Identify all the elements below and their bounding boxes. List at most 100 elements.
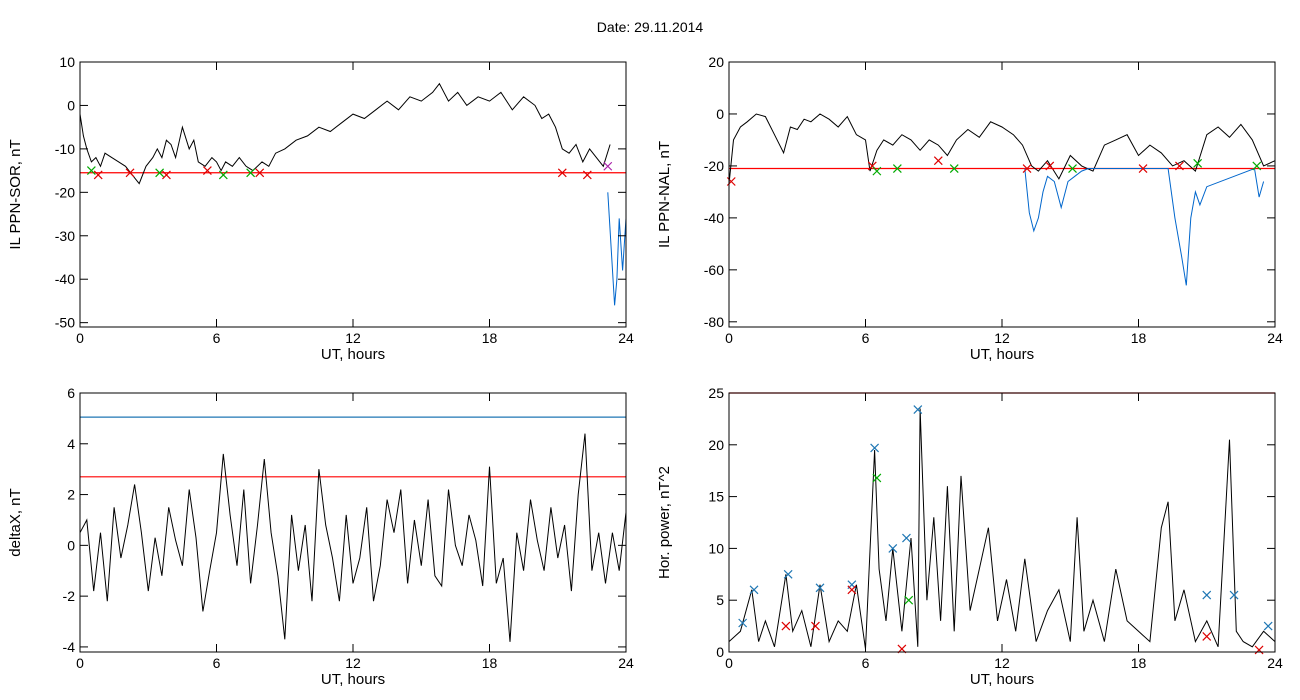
x-axis-label: UT, hours <box>970 346 1034 363</box>
data-marker <box>892 164 902 173</box>
data-marker <box>125 168 135 178</box>
data-marker <box>1175 161 1184 171</box>
y-tick-label: 0 <box>716 106 724 122</box>
x-tick-label: 0 <box>725 330 733 346</box>
plot-frame <box>79 392 627 653</box>
y-tick-label: 4 <box>67 436 75 452</box>
x-tick-label: 18 <box>482 330 498 346</box>
series-line-1 <box>728 408 1276 649</box>
data-marker <box>155 168 165 178</box>
x-tick-label: 12 <box>345 330 361 346</box>
data-marker <box>86 166 96 176</box>
plot-panel-3: 0 6 12 18 24 6 4 2 0 -2 -4 UT, hours deltaX, nT <box>7 385 634 688</box>
data-marker <box>749 585 759 595</box>
data-marker <box>904 595 914 605</box>
x-tick-label: 18 <box>1131 655 1147 671</box>
x-tick-label: 6 <box>213 655 221 671</box>
data-marker <box>246 168 256 178</box>
data-marker <box>1202 632 1212 641</box>
x-axis-label: UT, hours <box>321 346 385 363</box>
data-marker <box>872 166 882 176</box>
y-tick-label: -50 <box>55 315 75 331</box>
x-tick-label: 6 <box>213 330 221 346</box>
figure-title: Date: 29.11.2014 <box>596 19 704 35</box>
data-marker <box>218 170 228 180</box>
series-line-2 <box>1024 167 1265 286</box>
series-line-1 <box>79 433 627 642</box>
y-tick-label: 10 <box>59 54 75 70</box>
x-tick-label: 6 <box>862 330 870 346</box>
y-tick-label: -20 <box>704 158 724 174</box>
y-tick-label: 0 <box>716 644 724 660</box>
y-tick-label: 0 <box>67 97 75 113</box>
plot-panel-4: 0 6 12 18 24 25 20 15 10 5 0 UT, hours Hor. power, n… <box>656 385 1283 688</box>
y-tick-label: 20 <box>708 437 724 453</box>
plot-frame <box>79 61 627 328</box>
data-marker <box>933 156 943 166</box>
y-tick-label: -30 <box>55 228 75 244</box>
y-tick-label: 2 <box>67 487 75 503</box>
y-axis-label: IL PPN-SOR, nT <box>7 139 24 249</box>
plot-panel-1: 0 6 12 18 24 10 0 -10 -20 -30 -40 -50 UT, hours IL PP… <box>7 54 634 363</box>
y-tick-label: 20 <box>708 54 724 70</box>
plot-frame <box>728 392 1276 653</box>
x-tick-label: 0 <box>76 330 84 346</box>
y-tick-label: -40 <box>55 271 75 287</box>
data-marker <box>902 533 911 543</box>
y-tick-label: 5 <box>716 592 724 608</box>
data-marker <box>603 161 613 171</box>
x-axis-label: UT, hours <box>321 671 385 688</box>
data-marker <box>872 473 882 483</box>
x-tick-label: 12 <box>994 655 1010 671</box>
data-marker <box>847 585 857 595</box>
data-marker <box>726 177 736 186</box>
data-marker <box>815 583 825 593</box>
data-marker <box>557 168 567 178</box>
series-line-2 <box>607 192 627 306</box>
x-tick-label: 18 <box>1131 330 1147 346</box>
plot-panel-2: 0 6 12 18 24 20 0 -20 -40 -60 -80 UT, hours IL PPN-N… <box>656 54 1283 363</box>
data-marker <box>811 621 820 631</box>
data-marker <box>1263 621 1273 631</box>
data-marker <box>738 618 748 628</box>
x-tick-label: 18 <box>482 655 498 671</box>
y-axis-label: deltaX, nT <box>7 488 24 556</box>
data-marker <box>202 166 212 176</box>
y-tick-label: 10 <box>708 540 724 556</box>
x-tick-label: 24 <box>618 330 634 346</box>
data-marker <box>783 569 793 579</box>
series-line-1 <box>79 82 611 185</box>
x-tick-label: 24 <box>1267 655 1283 671</box>
data-marker <box>162 170 171 180</box>
data-marker <box>1254 645 1264 655</box>
y-tick-label: 25 <box>708 385 724 401</box>
data-marker <box>1068 164 1077 173</box>
x-tick-label: 24 <box>618 655 634 671</box>
data-marker <box>1229 590 1239 600</box>
x-tick-label: 12 <box>345 655 361 671</box>
x-tick-label: 0 <box>76 655 84 671</box>
plot-frame <box>728 61 1276 328</box>
data-marker <box>1202 590 1212 600</box>
data-marker <box>1252 161 1262 171</box>
data-marker <box>255 168 265 178</box>
y-tick-label: 15 <box>708 489 724 505</box>
data-marker <box>870 443 880 453</box>
x-tick-label: 24 <box>1267 330 1283 346</box>
x-tick-label: 0 <box>725 655 733 671</box>
data-marker <box>1045 161 1055 171</box>
data-marker <box>1193 158 1203 168</box>
x-tick-label: 6 <box>862 655 870 671</box>
y-tick-label: -20 <box>55 184 75 200</box>
data-marker <box>781 621 791 631</box>
y-axis-label: IL PPN-NAL, nT <box>656 141 673 248</box>
data-marker <box>93 170 103 180</box>
y-tick-label: -10 <box>55 141 75 157</box>
data-marker <box>1022 164 1032 173</box>
data-marker <box>888 543 898 553</box>
data-marker <box>913 405 923 415</box>
data-marker <box>582 170 592 180</box>
x-tick-label: 12 <box>994 330 1010 346</box>
y-tick-label: -40 <box>704 210 724 226</box>
